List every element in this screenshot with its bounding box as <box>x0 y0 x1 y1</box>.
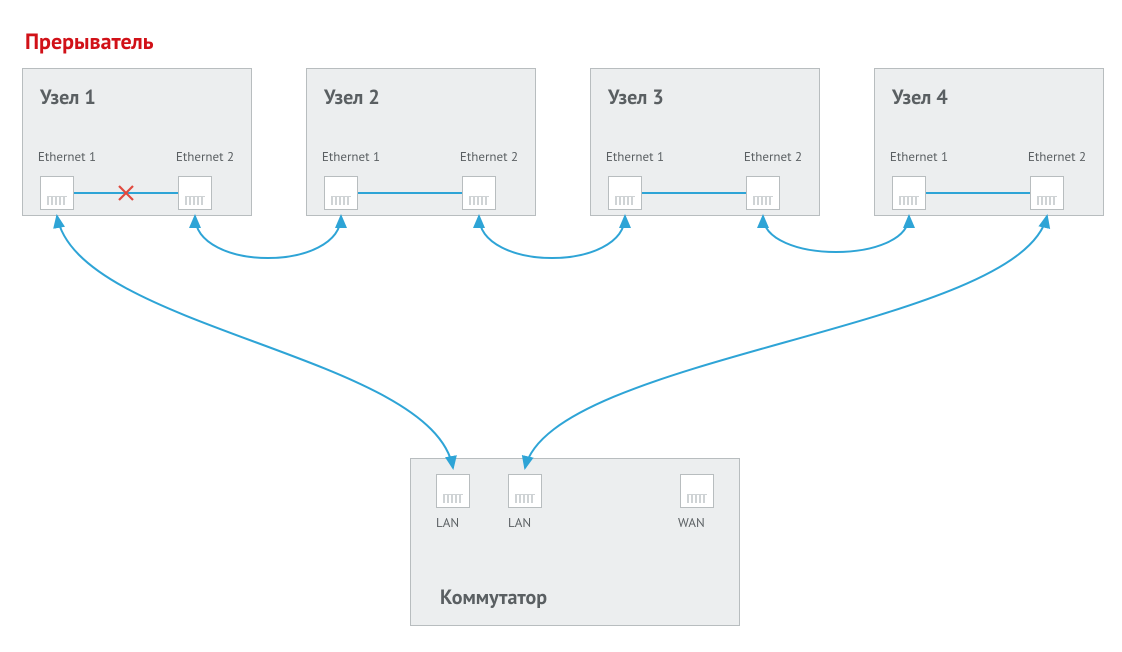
switch-port-label: LAN <box>436 514 476 531</box>
connection-line <box>525 216 1047 468</box>
ethernet-port-icon <box>892 176 926 210</box>
port-label: Ethernet 1 <box>884 148 954 165</box>
switch-port-icon <box>436 474 470 508</box>
port-label: Ethernet 2 <box>1022 148 1092 165</box>
switch-title: Коммутатор <box>440 584 547 610</box>
ethernet-port-icon <box>608 176 642 210</box>
node-title-3: Узел 3 <box>608 84 664 110</box>
port-label: Ethernet 2 <box>738 148 808 165</box>
switch-port-label: WAN <box>678 514 718 531</box>
port-label: Ethernet 1 <box>600 148 670 165</box>
connection-line <box>57 216 453 468</box>
node-title-2: Узел 2 <box>324 84 380 110</box>
diagram-title: Прерыватель <box>25 28 154 56</box>
switch-port-icon <box>680 474 714 508</box>
port-label: Ethernet 1 <box>316 148 386 165</box>
ethernet-port-icon <box>746 176 780 210</box>
switch-port-icon <box>508 474 542 508</box>
ethernet-port-icon <box>1030 176 1064 210</box>
ethernet-port-icon <box>324 176 358 210</box>
ethernet-port-icon <box>40 176 74 210</box>
ethernet-port-icon <box>178 176 212 210</box>
connection-line <box>763 216 909 252</box>
node-title-1: Узел 1 <box>40 84 96 110</box>
node-title-4: Узел 4 <box>892 84 948 110</box>
connection-line <box>195 216 341 258</box>
connection-line <box>479 216 625 258</box>
port-label: Ethernet 1 <box>32 148 102 165</box>
switch-port-label: LAN <box>508 514 548 531</box>
port-label: Ethernet 2 <box>170 148 240 165</box>
ethernet-port-icon <box>462 176 496 210</box>
port-label: Ethernet 2 <box>454 148 524 165</box>
